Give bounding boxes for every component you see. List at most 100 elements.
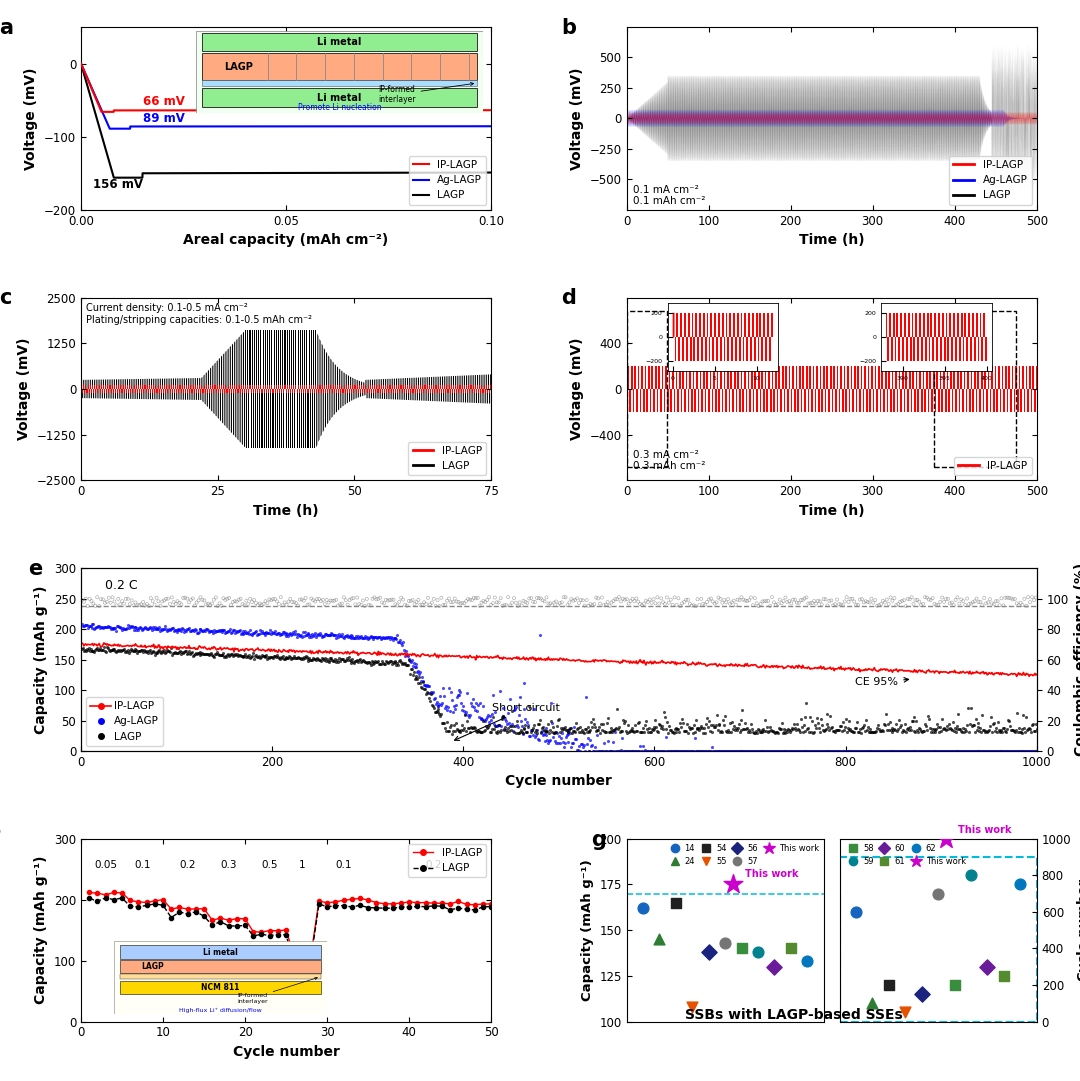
- Point: [138, 620, 156, 638]
- Point: [752, 723, 769, 740]
- Point: [967, 710, 984, 728]
- Point: [943, 743, 960, 760]
- Point: [394, 633, 411, 651]
- Point: [134, 642, 151, 659]
- Point: [252, 625, 269, 642]
- Point: [990, 743, 1008, 760]
- Point: [608, 743, 625, 760]
- Text: 0.2: 0.2: [426, 860, 442, 870]
- Point: [390, 656, 407, 673]
- Point: [342, 654, 360, 671]
- Point: [623, 719, 640, 736]
- Point: [836, 592, 853, 610]
- Point: [765, 743, 782, 760]
- Point: [121, 596, 138, 613]
- Point: [523, 589, 540, 606]
- Point: [225, 593, 242, 611]
- Point: [798, 743, 815, 760]
- Point: [796, 723, 813, 740]
- Point: [218, 624, 235, 641]
- Point: [180, 593, 198, 611]
- Point: [788, 743, 806, 760]
- Point: [783, 743, 800, 760]
- Point: [494, 597, 511, 614]
- Point: [300, 651, 318, 668]
- Point: [850, 743, 867, 760]
- Point: [874, 743, 891, 760]
- Point: [550, 597, 567, 614]
- Point: [193, 622, 211, 639]
- Point: [649, 722, 666, 739]
- Point: [768, 743, 785, 760]
- Point: [910, 743, 928, 760]
- Point: [195, 645, 213, 663]
- Point: [450, 722, 468, 739]
- Point: [702, 590, 719, 608]
- Point: [287, 650, 305, 667]
- Point: [848, 719, 865, 736]
- Point: [167, 620, 185, 638]
- Point: [625, 743, 643, 760]
- Point: [794, 743, 811, 760]
- Point: [840, 743, 858, 760]
- Point: [588, 743, 605, 760]
- Point: [891, 718, 908, 735]
- Point: [174, 643, 191, 660]
- Point: [221, 620, 239, 638]
- Point: [731, 591, 748, 609]
- Point: [816, 720, 834, 737]
- Point: [786, 743, 804, 760]
- Point: [220, 589, 238, 606]
- Point: [485, 720, 502, 737]
- Point: [336, 652, 353, 669]
- Point: [564, 724, 581, 742]
- Point: [687, 711, 704, 729]
- Point: [283, 626, 300, 643]
- Point: [916, 716, 933, 733]
- Point: [489, 717, 507, 734]
- Point: [1001, 743, 1018, 760]
- Point: [653, 743, 671, 760]
- Point: [205, 649, 222, 666]
- Point: [444, 593, 461, 611]
- Point: [711, 717, 728, 734]
- Point: [856, 722, 874, 739]
- Point: [705, 743, 723, 760]
- Point: [214, 646, 231, 664]
- Point: [903, 589, 920, 606]
- Point: [102, 618, 119, 636]
- Point: [99, 640, 117, 657]
- Point: [229, 648, 246, 665]
- Point: [680, 718, 698, 735]
- Point: [526, 729, 543, 746]
- Point: [392, 589, 409, 606]
- Point: [766, 593, 783, 611]
- Point: [798, 694, 815, 711]
- Point: [941, 743, 958, 760]
- Point: [654, 721, 672, 738]
- Point: [334, 628, 351, 645]
- Point: [603, 719, 620, 736]
- Point: [406, 596, 423, 613]
- Point: [517, 723, 535, 740]
- Point: [997, 589, 1014, 606]
- Point: [334, 595, 351, 612]
- Point: [307, 625, 324, 642]
- Point: [949, 720, 967, 737]
- Point: [202, 623, 219, 640]
- Point: [1008, 743, 1025, 760]
- Point: [653, 717, 671, 734]
- Point: [251, 595, 268, 612]
- Point: [700, 712, 717, 730]
- Point: [716, 934, 733, 951]
- Point: [83, 616, 100, 633]
- Point: [364, 590, 381, 608]
- Point: [85, 615, 103, 632]
- Point: [808, 743, 825, 760]
- Point: [941, 743, 958, 760]
- Point: [125, 642, 143, 659]
- Point: [1020, 588, 1037, 605]
- Point: [251, 622, 268, 639]
- Point: [401, 651, 418, 668]
- Point: [279, 650, 296, 667]
